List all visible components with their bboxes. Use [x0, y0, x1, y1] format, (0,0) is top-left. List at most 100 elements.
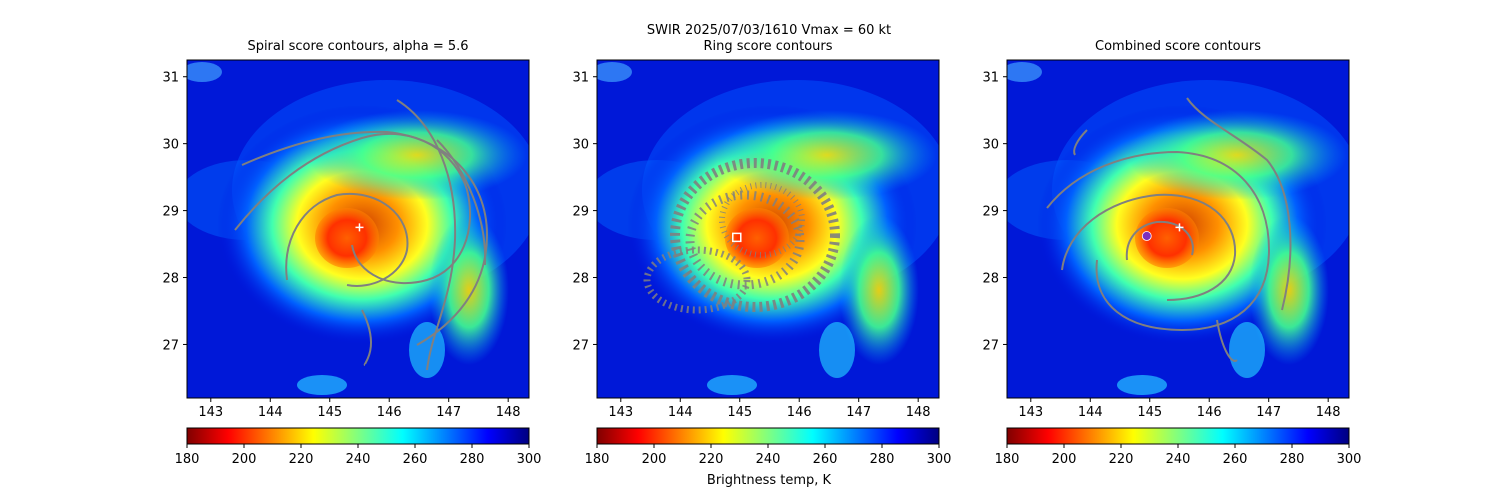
score-contour-6	[1073, 129, 1088, 156]
score-contour-5	[1216, 319, 1238, 362]
colorbar-tick-label: 280	[870, 452, 895, 467]
y-tick-label: 29	[572, 205, 589, 220]
colorbar-tick-label: 260	[403, 452, 428, 467]
colorbar-tick-label: 280	[1280, 452, 1305, 467]
satellite-image	[1007, 60, 1349, 398]
southern-cloud-cell	[409, 322, 445, 378]
southern-cloud-cell	[1229, 322, 1265, 378]
axes-frame	[186, 59, 530, 399]
figure-suptitle: SWIR 2025/07/03/1610 Vmax = 60 kt	[646, 23, 892, 38]
x-tick-label: 148	[906, 405, 931, 420]
panel-3-title: Combined score contours	[1095, 39, 1261, 54]
colorbar-tick-label: 240	[346, 452, 371, 467]
center-marker	[355, 223, 364, 232]
nw-cloud-fragment	[1007, 62, 1042, 82]
x-tick-label: 147	[1256, 405, 1281, 420]
y-tick-label: 29	[982, 205, 999, 220]
score-contour-3	[285, 192, 409, 287]
y-tick-label: 27	[162, 338, 179, 353]
ring-contour-core	[719, 182, 805, 258]
score-contour-5	[436, 139, 487, 266]
colorbar-gradient	[1006, 427, 1350, 445]
ring-contour-outer	[670, 158, 840, 312]
colorbar-tick-label: 180	[175, 452, 200, 467]
colorbar-tick-label: 200	[642, 452, 667, 467]
colorbar-tick-label: 300	[1337, 452, 1362, 467]
northern-rainband	[1127, 110, 1347, 200]
ring-contour-inner	[685, 190, 805, 290]
colorbar-tick-label: 260	[1223, 452, 1248, 467]
colorbar-tick-label: 240	[1166, 452, 1191, 467]
x-tick-label: 143	[1018, 405, 1043, 420]
satellite-image	[187, 60, 529, 398]
y-tick-label: 27	[982, 338, 999, 353]
combined-center-marker	[1141, 231, 1152, 241]
y-tick-label: 31	[162, 71, 179, 86]
colorbar-tick-label: 280	[460, 452, 485, 467]
x-tick-label: 144	[668, 405, 693, 420]
y-tick-label: 30	[162, 138, 179, 153]
score-contour-1	[234, 132, 472, 285]
x-tick-label: 148	[1316, 405, 1341, 420]
panel-1: 143 144 145 146 147 148 27 28 29 30 31 180 200 220 240…	[162, 59, 542, 467]
x-tick-label: 148	[496, 405, 521, 420]
y-tick-label: 28	[162, 272, 179, 287]
score-contour-1	[1046, 150, 1271, 332]
colorbar: 180 200 220 240 260 280 300	[175, 427, 542, 467]
ring-contour-sw	[643, 246, 751, 314]
panel-2-title: Ring score contours	[703, 39, 833, 54]
x-tick-label: 143	[608, 405, 633, 420]
south-cloud-fragment	[707, 375, 757, 395]
colorbar-tick-label: 220	[1109, 452, 1134, 467]
y-tick-label: 30	[572, 138, 589, 153]
colorbar-label: Brightness temp, K	[707, 473, 832, 488]
score-contour-4	[1125, 220, 1194, 261]
cold-core	[725, 208, 789, 268]
colorbar-tick-label: 260	[813, 452, 838, 467]
y-tick-label: 29	[162, 205, 179, 220]
cold-core	[315, 208, 379, 268]
nw-cloud-fragment	[597, 62, 632, 82]
x-tick-label: 145	[727, 405, 752, 420]
x-tick-label: 147	[436, 405, 461, 420]
nw-cloud-fragment	[187, 62, 222, 82]
x-tick-label: 146	[1197, 405, 1222, 420]
y-tick-label: 31	[982, 71, 999, 86]
axes-frame	[596, 59, 940, 399]
x-tick-label: 144	[1078, 405, 1103, 420]
x-tick-label: 144	[258, 405, 283, 420]
colorbar-tick-label: 300	[517, 452, 542, 467]
score-contour-2	[241, 130, 489, 346]
x-tick-label: 146	[787, 405, 812, 420]
x-tick-label: 145	[317, 405, 342, 420]
x-tick-label: 145	[1137, 405, 1162, 420]
south-cloud-fragment	[1117, 375, 1167, 395]
satellite-image	[597, 60, 939, 398]
panel-2: 143 144 145 146 147 148 27 28 29 30 31 180 200 220 240…	[572, 59, 952, 467]
colorbar-tick-label: 200	[1052, 452, 1077, 467]
eastern-rainband	[839, 215, 919, 365]
colorbar-tick-label: 180	[585, 452, 610, 467]
colorbar-tick-label: 240	[756, 452, 781, 467]
center-marker	[1175, 223, 1184, 232]
y-tick-label: 28	[982, 272, 999, 287]
y-tick-label: 27	[572, 338, 589, 353]
score-contour-4	[396, 99, 457, 371]
x-tick-label: 143	[198, 405, 223, 420]
colorbar: 180 200 220 240 260 280 300	[585, 427, 952, 467]
colorbar-gradient	[186, 427, 530, 445]
colorbar-tick-label: 200	[232, 452, 257, 467]
x-tick-label: 147	[846, 405, 871, 420]
colorbar-gradient	[596, 427, 940, 445]
center-marker	[732, 232, 742, 243]
panel-1-title: Spiral score contours, alpha = 5.6	[247, 39, 469, 54]
score-contour-3	[1186, 97, 1292, 311]
northern-rainband	[307, 110, 527, 200]
colorbar-tick-label: 180	[995, 452, 1020, 467]
eastern-rainband	[429, 215, 509, 365]
south-cloud-fragment	[297, 375, 347, 395]
panel-3: 143 144 145 146 147 148 27 28 29 30 31 180 200 220 240…	[982, 59, 1362, 467]
southern-cloud-cell	[819, 322, 855, 378]
colorbar-tick-label: 300	[927, 452, 952, 467]
